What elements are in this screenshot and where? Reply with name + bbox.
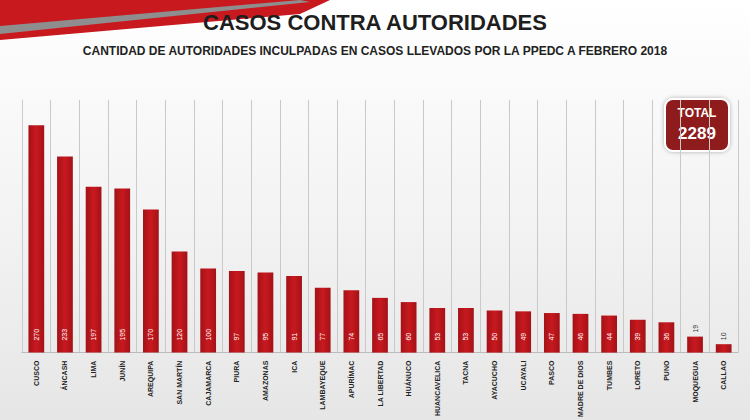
svg-text:170: 170 [147,329,154,341]
svg-text:ÁNCASH: ÁNCASH [60,361,68,391]
svg-text:91: 91 [291,333,298,341]
svg-text:LORETO: LORETO [634,360,641,390]
svg-text:120: 120 [176,329,183,341]
svg-text:97: 97 [233,333,240,341]
svg-text:36: 36 [663,333,670,341]
svg-text:HUÁNUCO: HUÁNUCO [404,360,412,396]
svg-text:50: 50 [491,333,498,341]
svg-text:AREQUIPA: AREQUIPA [147,361,155,397]
svg-text:AMAZONAS: AMAZONAS [262,360,269,401]
svg-text:44: 44 [606,333,613,341]
svg-text:MADRE DE DIOS: MADRE DE DIOS [577,360,584,417]
svg-text:19: 19 [692,325,699,333]
svg-text:LIMA: LIMA [90,361,97,378]
svg-text:AYACUCHO: AYACUCHO [491,360,498,400]
svg-text:CASOS CONTRA AUTORIDADES: CASOS CONTRA AUTORIDADES [203,10,547,35]
svg-text:CAJAMARCA: CAJAMARCA [205,361,212,406]
svg-text:APURÍMAC: APURÍMAC [347,361,355,399]
svg-text:CANTIDAD DE AUTORIDADES INCULP: CANTIDAD DE AUTORIDADES INCULPADAS EN CA… [83,44,668,58]
svg-text:MOQUEGUA: MOQUEGUA [692,361,700,403]
svg-text:PIURA: PIURA [233,361,240,383]
svg-text:HUANCAVELICA: HUANCAVELICA [434,361,441,416]
svg-text:60: 60 [405,333,412,341]
svg-text:49: 49 [520,333,527,341]
svg-text:39: 39 [634,333,641,341]
svg-text:TACNA: TACNA [462,361,469,385]
svg-text:47: 47 [548,333,555,341]
svg-text:195: 195 [119,329,126,341]
svg-text:46: 46 [577,333,584,341]
svg-text:74: 74 [348,333,355,341]
svg-text:PASCO: PASCO [548,360,555,385]
svg-text:ICA: ICA [291,361,298,373]
svg-text:53: 53 [434,333,441,341]
svg-text:CUSCO: CUSCO [33,360,40,386]
svg-text:PUNO: PUNO [663,360,670,381]
svg-text:CALLAO: CALLAO [720,360,727,390]
svg-text:UCAYALI: UCAYALI [520,361,527,391]
svg-text:LAMBAYEQUE: LAMBAYEQUE [319,360,327,409]
svg-text:100: 100 [205,329,212,341]
svg-text:TUMBES: TUMBES [606,360,613,390]
svg-text:270: 270 [33,329,40,341]
svg-text:TOTAL: TOTAL [678,106,717,120]
svg-text:10: 10 [720,332,727,340]
svg-text:LA LIBERTAD: LA LIBERTAD [377,361,384,407]
svg-text:65: 65 [377,333,384,341]
svg-text:53: 53 [462,333,469,341]
svg-text:2289: 2289 [678,124,716,143]
svg-text:197: 197 [90,329,97,341]
svg-text:SAN MARTÍN: SAN MARTÍN [175,361,183,405]
svg-text:233: 233 [61,329,68,341]
svg-text:77: 77 [319,333,326,341]
svg-text:95: 95 [262,333,269,341]
svg-text:JUNÍN: JUNÍN [118,361,126,382]
